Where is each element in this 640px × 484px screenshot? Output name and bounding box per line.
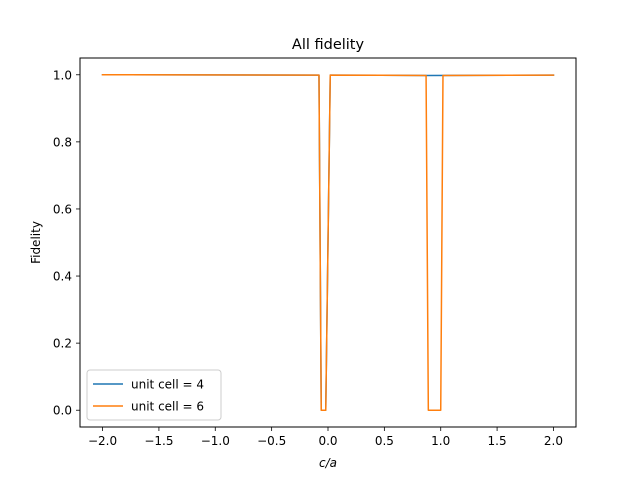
x-tick-label: −0.5 <box>257 434 286 448</box>
plot-lines <box>101 74 555 411</box>
x-tick-label: 0.0 <box>318 434 337 448</box>
y-axis-label: Fidelity <box>29 221 43 264</box>
x-axis-ticks: −2.0 −1.5 −1.0 −0.5 0.0 0.5 1.0 1.5 2.0 <box>88 427 563 448</box>
legend: unit cell = 4 unit cell = 6 <box>86 369 222 421</box>
x-tick-label: 0.5 <box>375 434 394 448</box>
legend-label-unit-cell-6: unit cell = 6 <box>131 400 204 414</box>
legend-frame <box>86 369 222 421</box>
y-tick-label: 0.2 <box>53 337 72 351</box>
x-tick-label: −1.0 <box>201 434 230 448</box>
series-line-unit-cell-6 <box>101 74 555 411</box>
x-tick-label: −2.0 <box>88 434 117 448</box>
x-tick-label: 1.0 <box>431 434 450 448</box>
x-axis-label: c/a <box>319 456 337 470</box>
y-tick-label: 0.4 <box>53 270 72 284</box>
legend-label-unit-cell-4: unit cell = 4 <box>131 378 204 392</box>
y-tick-label: 1.0 <box>53 68 72 82</box>
y-tick-label: 0.0 <box>53 404 72 418</box>
y-tick-label: 0.6 <box>53 202 72 216</box>
x-tick-label: −1.5 <box>144 434 173 448</box>
chart-title: All fidelity <box>292 37 365 53</box>
y-axis-ticks: 0.0 0.2 0.4 0.6 0.8 1.0 <box>53 68 80 418</box>
x-tick-label: 1.5 <box>488 434 507 448</box>
x-tick-label: 2.0 <box>544 434 563 448</box>
y-tick-label: 0.8 <box>53 135 72 149</box>
